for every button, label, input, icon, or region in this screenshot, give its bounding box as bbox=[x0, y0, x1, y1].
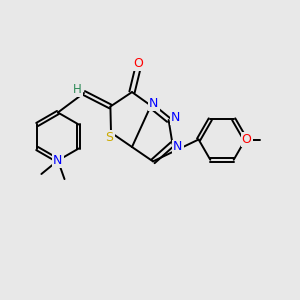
Text: S: S bbox=[106, 130, 113, 144]
Text: N: N bbox=[53, 154, 63, 167]
Text: N: N bbox=[149, 97, 159, 110]
Text: O: O bbox=[242, 133, 251, 146]
Text: O: O bbox=[133, 57, 143, 70]
Text: N: N bbox=[173, 140, 183, 154]
Text: N: N bbox=[170, 111, 180, 124]
Text: H: H bbox=[73, 83, 82, 96]
